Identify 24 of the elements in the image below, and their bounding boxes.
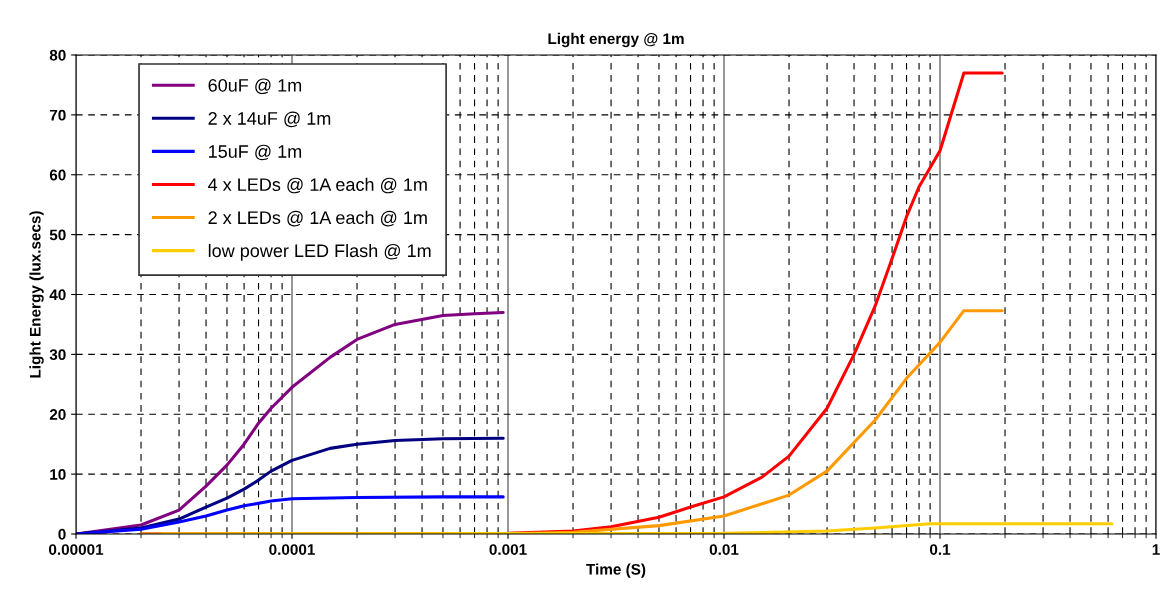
x-axis-title: Time (S) (586, 563, 646, 578)
x-tick-label: 1 (1152, 544, 1160, 555)
y-tick-label: 50 (49, 229, 66, 241)
x-tick-label: 0.0001 (269, 544, 315, 555)
legend-label: 2 x 14uF @ 1m (208, 111, 331, 128)
y-axis-title: Light Energy (lux.secs) (29, 211, 44, 378)
y-tick-label: 70 (49, 109, 66, 121)
legend-label: 15uF @ 1m (209, 144, 302, 161)
x-tick-label: 0.00001 (48, 544, 104, 555)
x-tick-label: 0.01 (709, 544, 739, 555)
x-tick-label: 0.1 (929, 544, 951, 555)
chart-title: Light energy @ 1m (548, 32, 684, 48)
legend-label: 4 x LEDs @ 1A each @ 1m (208, 177, 427, 194)
y-tick-label: 10 (50, 468, 66, 480)
y-tick-label: 80 (49, 49, 66, 61)
y-tick-label: 20 (49, 409, 66, 420)
x-tick-label: 0.001 (489, 544, 527, 555)
y-tick-label: 60 (49, 169, 66, 181)
y-tick-label: 40 (49, 289, 66, 301)
legend-label: 60uF @ 1m (208, 78, 302, 95)
y-tick-label: 30 (49, 349, 66, 361)
y-tick-label: 0 (58, 528, 66, 540)
legend-label: low power LED Flash @ 1m (208, 243, 431, 261)
legend-label: 2 x LEDs @ 1A each @ 1m (208, 210, 427, 227)
